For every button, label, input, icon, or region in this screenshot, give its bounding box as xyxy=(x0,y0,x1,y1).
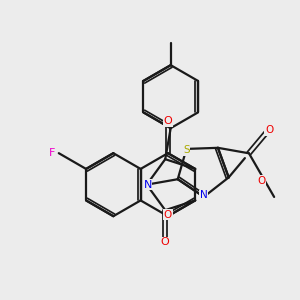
Text: N: N xyxy=(200,190,208,200)
Text: N: N xyxy=(143,180,152,190)
Text: O: O xyxy=(258,176,266,186)
Text: O: O xyxy=(164,116,172,126)
Text: O: O xyxy=(164,210,172,220)
Text: S: S xyxy=(183,146,190,155)
Text: O: O xyxy=(265,125,273,135)
Text: O: O xyxy=(161,237,170,247)
Text: F: F xyxy=(49,148,56,158)
